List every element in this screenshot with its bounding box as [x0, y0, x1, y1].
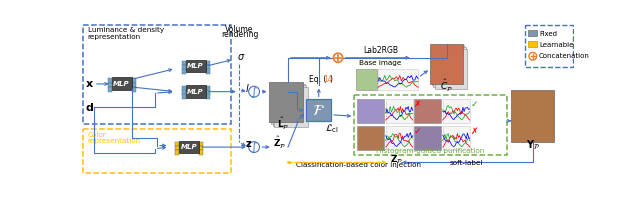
Bar [525, 25, 573, 67]
Bar [200, 141, 204, 146]
Text: $\sigma$: $\sigma$ [237, 52, 246, 62]
Bar [182, 90, 186, 95]
Bar [186, 60, 205, 72]
Text: Volume: Volume [225, 25, 253, 34]
Bar [132, 87, 136, 92]
Bar [182, 95, 186, 99]
Bar [108, 87, 111, 92]
Bar [354, 95, 507, 155]
Bar [182, 86, 186, 91]
Text: $\int$: $\int$ [250, 85, 258, 100]
Bar [83, 129, 231, 173]
Bar [386, 99, 413, 123]
Bar [132, 83, 136, 88]
Text: MLP: MLP [181, 144, 198, 150]
Text: soft-label: soft-label [450, 160, 483, 166]
Circle shape [529, 52, 537, 60]
Text: Histogram-guided purification: Histogram-guided purification [376, 148, 484, 154]
Text: ): ) [330, 75, 333, 84]
Text: $\mathbf{Z}_\mathcal{P}$: $\mathbf{Z}_\mathcal{P}$ [390, 153, 403, 166]
Text: Concatenation: Concatenation [539, 53, 590, 59]
Text: $\mathbf{Y}_\mathcal{P}$: $\mathbf{Y}_\mathcal{P}$ [526, 139, 540, 152]
Text: $\hat{C}_\mathcal{P}$: $\hat{C}_\mathcal{P}$ [440, 77, 453, 94]
Bar [378, 68, 418, 90]
Text: Classification-based color injection: Classification-based color injection [296, 162, 421, 168]
Bar [175, 146, 179, 150]
Text: $\int$: $\int$ [250, 140, 258, 155]
Text: ✗: ✗ [470, 127, 478, 136]
Text: $\mathbf{z}$: $\mathbf{z}$ [245, 139, 252, 149]
Bar [205, 90, 209, 95]
Bar [182, 65, 186, 70]
Bar [108, 83, 111, 88]
Bar [182, 61, 186, 65]
Bar [175, 150, 179, 155]
Text: ✓: ✓ [470, 100, 478, 109]
Text: $\mathcal{L}_\mathrm{cl}$: $\mathcal{L}_\mathrm{cl}$ [325, 123, 339, 136]
Bar [83, 25, 231, 124]
Bar [443, 99, 470, 123]
Bar [205, 65, 209, 70]
Bar [443, 126, 470, 150]
Bar [431, 44, 463, 84]
Bar [511, 90, 554, 142]
Bar [108, 78, 111, 83]
Text: MLP: MLP [188, 89, 204, 95]
Text: $\hat{\mathbf{L}}_\mathcal{P}$: $\hat{\mathbf{L}}_\mathcal{P}$ [277, 116, 289, 132]
Text: $\mathbf{d}$: $\mathbf{d}$ [84, 101, 94, 113]
Text: $\hat{\mathbf{Z}}_\mathcal{P}$: $\hat{\mathbf{Z}}_\mathcal{P}$ [273, 135, 285, 151]
Text: ✗: ✗ [413, 100, 421, 109]
Bar [386, 126, 413, 150]
Circle shape [249, 86, 259, 97]
Text: representation: representation [88, 138, 141, 144]
Bar [357, 126, 384, 150]
Bar [175, 141, 179, 146]
Bar [205, 61, 209, 65]
Bar [307, 99, 331, 121]
Bar [200, 150, 204, 155]
Bar [179, 141, 200, 153]
Bar [356, 68, 376, 90]
Circle shape [249, 142, 259, 152]
Text: Fixed: Fixed [539, 31, 557, 37]
Text: Color: Color [88, 132, 106, 138]
Text: ✓: ✓ [413, 127, 421, 136]
Bar [205, 69, 209, 74]
Bar [205, 95, 209, 99]
Text: representation: representation [88, 33, 141, 40]
Bar [357, 99, 384, 123]
Text: Eq. (: Eq. ( [308, 75, 326, 84]
Bar [528, 30, 537, 36]
Bar [182, 69, 186, 74]
Bar [111, 77, 132, 91]
Bar [274, 87, 308, 127]
Bar [273, 86, 307, 126]
Circle shape [333, 53, 342, 62]
Text: Lab2RGB: Lab2RGB [363, 46, 398, 55]
Bar [414, 126, 441, 150]
Bar [205, 86, 209, 91]
Bar [414, 99, 441, 123]
Text: MLP: MLP [113, 81, 130, 87]
Bar [200, 146, 204, 150]
Bar [528, 41, 537, 47]
Bar [186, 86, 205, 98]
Bar [269, 82, 303, 122]
Text: Learnable: Learnable [539, 42, 573, 48]
Text: MLP: MLP [188, 63, 204, 69]
Bar [432, 45, 464, 86]
Text: Base image: Base image [359, 60, 401, 66]
Text: $l$: $l$ [245, 82, 250, 94]
Bar [271, 84, 305, 124]
Bar [132, 78, 136, 83]
Text: 14: 14 [323, 75, 333, 84]
Text: rendering: rendering [221, 30, 258, 39]
Text: Luminance & density: Luminance & density [88, 27, 164, 33]
Text: $\mathbf{x}$: $\mathbf{x}$ [84, 79, 94, 89]
Bar [433, 47, 466, 87]
Bar [435, 49, 467, 89]
Text: $\mathcal{F}$: $\mathcal{F}$ [312, 103, 325, 118]
